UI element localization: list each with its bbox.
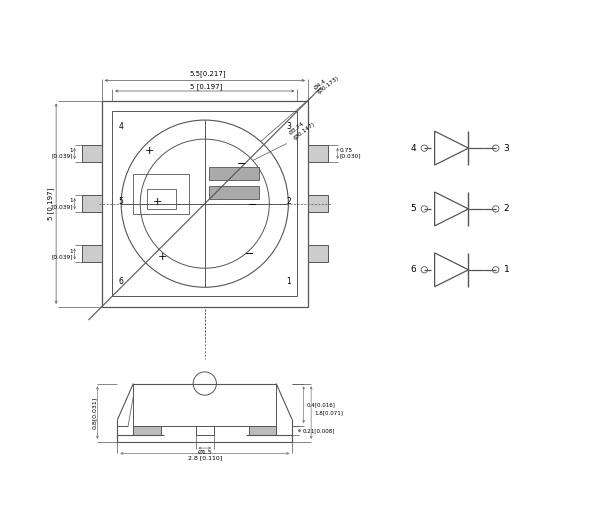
Text: 1
[0.039]: 1 [0.039] (52, 198, 73, 209)
Bar (82, 245, 101, 262)
Text: +: + (158, 252, 167, 261)
Bar (209, 186, 259, 199)
Bar (308, 145, 328, 162)
Text: 5 [0.197]: 5 [0.197] (47, 187, 54, 220)
Text: −: − (245, 249, 254, 259)
Text: +: + (145, 146, 154, 156)
Text: 1.8[0.071]: 1.8[0.071] (314, 410, 343, 415)
Bar (82, 145, 101, 162)
Bar (133, 426, 161, 435)
Text: 1
[0.039]: 1 [0.039] (52, 148, 73, 159)
Text: 4: 4 (119, 122, 124, 131)
Text: Ø1.5: Ø1.5 (197, 450, 212, 455)
Text: 5: 5 (119, 196, 124, 206)
Text: 5 [0.197]: 5 [0.197] (190, 83, 223, 89)
Text: 0.4[0.016]: 0.4[0.016] (307, 402, 336, 407)
Bar (209, 167, 259, 180)
Text: −: − (237, 159, 247, 169)
Text: 2: 2 (286, 196, 291, 206)
Bar (82, 195, 101, 212)
Text: Ø4.4
(Ø0.173): Ø4.4 (Ø0.173) (313, 70, 340, 95)
Bar (112, 111, 298, 296)
Bar (308, 245, 328, 262)
Bar (133, 384, 276, 426)
Text: 3: 3 (503, 143, 509, 153)
Bar (101, 101, 308, 307)
Bar (248, 426, 276, 435)
Text: 2.8 [0.110]: 2.8 [0.110] (188, 455, 222, 460)
Text: 1: 1 (286, 277, 291, 286)
Bar (133, 175, 189, 214)
Text: 1: 1 (503, 265, 509, 275)
Bar (146, 189, 176, 209)
Text: 1
[0.039]: 1 [0.039] (52, 249, 73, 259)
Text: 3: 3 (286, 122, 291, 131)
Text: +: + (152, 197, 162, 207)
Text: −: − (248, 200, 257, 209)
Bar (196, 426, 214, 435)
Bar (308, 195, 328, 212)
Text: 4: 4 (411, 143, 416, 153)
Text: 2: 2 (503, 204, 509, 214)
Text: 6: 6 (119, 277, 124, 286)
Text: 5.5[0.217]: 5.5[0.217] (189, 71, 226, 77)
Text: 0.8[0.031]: 0.8[0.031] (92, 397, 97, 428)
Text: 0.75
[0.030]: 0.75 [0.030] (340, 148, 361, 159)
Text: 5: 5 (410, 204, 416, 214)
Text: Ø3.74
(Ø0.147): Ø3.74 (Ø0.147) (289, 116, 316, 141)
Text: 6: 6 (410, 265, 416, 275)
Text: 0.21[0.008]: 0.21[0.008] (302, 428, 335, 433)
